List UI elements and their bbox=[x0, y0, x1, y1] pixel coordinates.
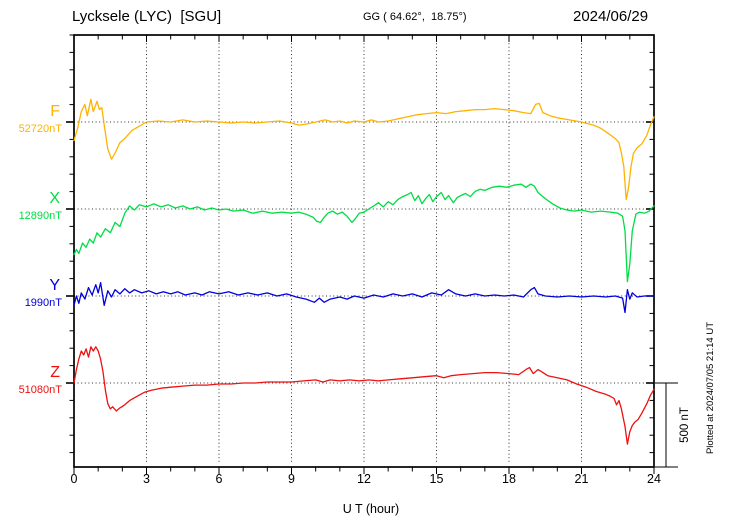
x-tick-label: 15 bbox=[429, 472, 444, 486]
x-axis-title-text: U T (hour) bbox=[342, 502, 400, 516]
scale-bar-label: 500 nT bbox=[679, 407, 691, 443]
x-tick-label: 9 bbox=[288, 472, 295, 486]
channel-Z-label: Z bbox=[50, 364, 60, 381]
plot-axes bbox=[66, 34, 678, 474]
x-tick-label: 24 bbox=[647, 472, 661, 486]
x-axis-tick-labels: 0 3 6 9 12 15 18 21 24 bbox=[0, 472, 730, 488]
x-axis-title: U T (hour) bbox=[74, 488, 654, 520]
trace-Z bbox=[73, 346, 655, 445]
channel-Y-label: Y bbox=[49, 277, 60, 294]
trace-Y bbox=[73, 281, 655, 314]
geographic-coordinates: GG ( 64.62°, 18.75°) bbox=[363, 11, 467, 23]
channel-F-baseline: 52720nT bbox=[18, 123, 62, 135]
channel-Y-baseline: 1990nT bbox=[24, 297, 62, 309]
observation-date: 2024/06/29 bbox=[573, 8, 649, 25]
plot-curves bbox=[73, 98, 655, 445]
channel-X-baseline: 12890nT bbox=[18, 210, 62, 222]
channel-F-label: F bbox=[50, 103, 60, 120]
channel-Z-baseline: 51080nT bbox=[18, 384, 62, 396]
x-tick-label: 21 bbox=[574, 472, 589, 486]
x-tick-label: 3 bbox=[143, 472, 150, 486]
x-tick-label: 6 bbox=[215, 472, 223, 486]
x-tick-label: 12 bbox=[357, 472, 371, 486]
x-tick-label: 18 bbox=[502, 472, 516, 486]
x-tick-label: 0 bbox=[70, 472, 78, 486]
trace-F bbox=[73, 98, 655, 201]
plotted-at-label: Plotted at 2024/07/05 21:14 UT bbox=[705, 322, 716, 454]
trace-X bbox=[73, 183, 655, 283]
plot-frame bbox=[73, 34, 655, 468]
station-title: Lycksele (LYC) [SGU] bbox=[72, 8, 222, 25]
channel-X-label: X bbox=[49, 190, 60, 207]
